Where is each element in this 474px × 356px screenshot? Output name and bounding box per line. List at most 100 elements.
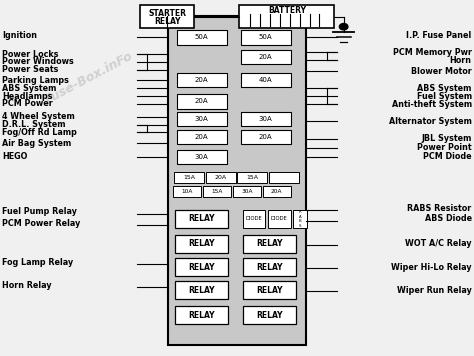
Text: 15A: 15A [246,175,258,180]
Text: I.P. Fuse Panel: I.P. Fuse Panel [406,31,472,40]
Text: PCM Memory Pwr: PCM Memory Pwr [392,48,472,57]
Text: Fuel System: Fuel System [417,91,472,101]
Bar [177,30,227,44]
Bar [237,172,267,183]
Bar [243,235,296,253]
Text: 20A: 20A [271,189,283,194]
Bar [177,112,227,126]
Bar [168,16,306,345]
Text: DIODE: DIODE [271,216,288,221]
Text: BATTERY: BATTERY [268,6,306,15]
Text: RELAY: RELAY [189,310,215,320]
Text: RELAY: RELAY [256,239,283,248]
Bar [268,210,291,228]
Bar [203,186,231,197]
Text: 30A: 30A [241,189,253,194]
Text: RELAY: RELAY [256,310,283,320]
Text: Alternator System: Alternator System [389,116,472,126]
Text: Horn: Horn [450,56,472,65]
Text: 20A: 20A [259,134,273,140]
Text: 30A: 30A [195,116,209,122]
Bar [173,186,201,197]
Bar [175,210,228,228]
Text: 20A: 20A [259,54,273,60]
Text: WOT A/C Relay: WOT A/C Relay [405,239,472,248]
Text: R
A
B
S: R A B S [299,210,301,228]
Text: 15A: 15A [211,189,223,194]
Bar [140,5,194,28]
Bar [177,150,227,164]
Bar [243,210,265,228]
Text: Ignition: Ignition [2,31,37,40]
Text: 50A: 50A [195,35,209,40]
Text: JBL System: JBL System [421,134,472,143]
Text: Power Windows: Power Windows [2,57,74,67]
Text: Parking Lamps: Parking Lamps [2,75,69,85]
Text: Air Bag System: Air Bag System [2,139,72,148]
Text: RELAY: RELAY [256,286,283,295]
Bar [241,30,291,44]
Bar [175,258,228,276]
Text: D.R.L. System: D.R.L. System [2,120,66,129]
Text: Blower Motor: Blower Motor [411,67,472,76]
Text: 20A: 20A [195,134,209,140]
Bar [269,172,299,183]
Text: RELAY: RELAY [189,214,215,224]
Text: 40A: 40A [259,77,273,83]
Text: Power Seats: Power Seats [2,65,59,74]
Text: Power Point: Power Point [417,143,472,152]
Bar [175,281,228,299]
Text: RELAY: RELAY [189,262,215,272]
Bar [241,112,291,126]
Text: STARTER: STARTER [148,9,186,18]
Bar [177,130,227,144]
Bar [241,130,291,144]
Text: RABS Resistor: RABS Resistor [407,204,472,213]
Text: PCM Power: PCM Power [2,99,53,109]
Text: RELAY: RELAY [189,239,215,248]
Bar [239,5,334,28]
Text: Wiper Run Relay: Wiper Run Relay [397,286,472,295]
Text: ABS Diode: ABS Diode [425,214,472,224]
Text: ABS System: ABS System [417,84,472,93]
Bar [174,172,204,183]
Text: PCM Diode: PCM Diode [423,152,472,161]
Bar [293,210,307,228]
Text: Fuel Pump Relay: Fuel Pump Relay [2,207,77,216]
Text: Power Locks: Power Locks [2,49,59,59]
Text: PCM Power Relay: PCM Power Relay [2,219,81,228]
Text: 15A: 15A [183,175,195,180]
Text: 30A: 30A [259,116,273,122]
Bar [263,186,291,197]
Bar [175,235,228,253]
Text: DIODE: DIODE [246,216,263,221]
Bar [243,258,296,276]
Bar [243,306,296,324]
Bar [177,73,227,87]
Text: 30A: 30A [195,154,209,159]
Text: RELAY: RELAY [154,17,180,26]
Bar [243,281,296,299]
Text: HEGO: HEGO [2,152,28,161]
Bar [177,94,227,109]
Text: 20A: 20A [195,77,209,83]
Text: Fuse-Box.inFo: Fuse-Box.inFo [43,50,135,107]
Text: RELAY: RELAY [189,286,215,295]
Bar [241,73,291,87]
Bar [233,186,261,197]
Text: RELAY: RELAY [256,262,283,272]
Text: Headlamps: Headlamps [2,91,53,101]
Text: Fog/Off Rd Lamp: Fog/Off Rd Lamp [2,128,77,137]
Bar [175,306,228,324]
Text: 50A: 50A [259,35,273,40]
Bar [206,172,236,183]
Text: 4 Wheel System: 4 Wheel System [2,112,75,121]
Text: 20A: 20A [215,175,227,180]
Text: Anti-theft System: Anti-theft System [392,100,472,109]
Text: ABS System: ABS System [2,84,57,93]
Bar [241,50,291,64]
Text: 10A: 10A [182,189,193,194]
Circle shape [339,23,348,30]
Text: Horn Relay: Horn Relay [2,281,52,290]
Text: Fog Lamp Relay: Fog Lamp Relay [2,258,73,267]
